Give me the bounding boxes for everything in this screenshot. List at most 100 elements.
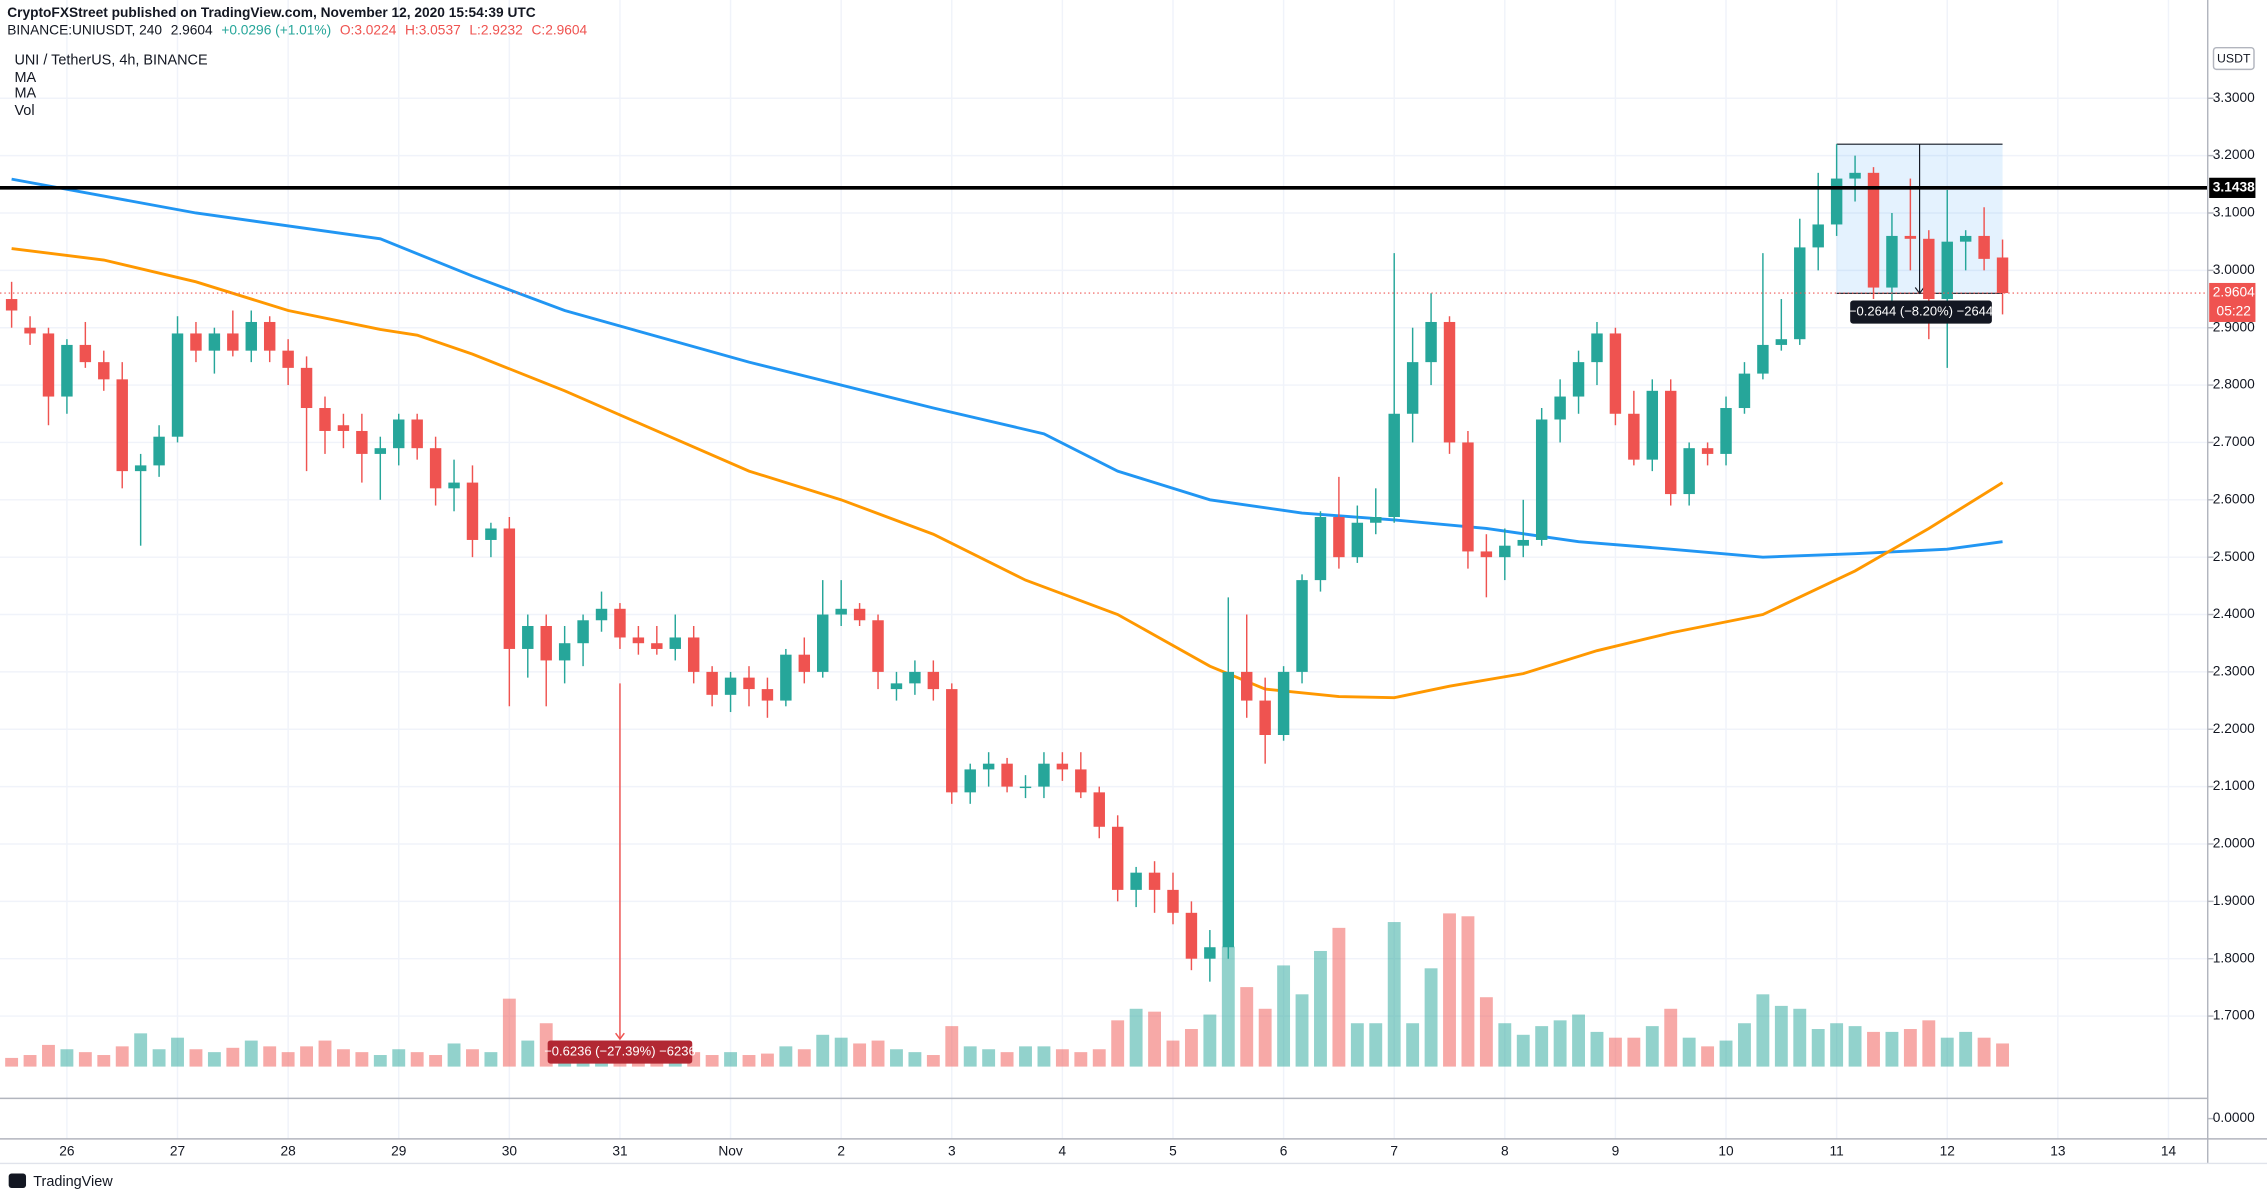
candle-body [1499, 545, 1511, 558]
candle-body [1941, 241, 1953, 300]
legend-entry[interactable]: MA [14, 86, 36, 102]
candle-body [1701, 448, 1714, 454]
y-tick-label: 2.3000 [2213, 664, 2255, 679]
candle-body [466, 482, 479, 540]
candle-body [116, 379, 128, 472]
volume-bar [244, 1040, 258, 1067]
candle-body [448, 482, 460, 489]
y-tick-label: 1.9000 [2213, 893, 2255, 908]
x-tick-label: 9 [1612, 1143, 1620, 1158]
candle-body [190, 333, 202, 351]
candles [5, 144, 2009, 982]
y-tick-label: 3.2000 [2213, 147, 2255, 162]
x-tick-label: Nov [718, 1143, 743, 1158]
measure-label: −0.6236 (−27.39%) −6236 [544, 1043, 695, 1058]
volume-bar [963, 1046, 977, 1067]
candle-body [669, 637, 681, 649]
volume-bar [521, 1040, 535, 1067]
candle-body [761, 689, 774, 701]
volume-bar [1350, 1023, 1364, 1067]
volume-bar [5, 1057, 19, 1067]
y-tick-label: 2.8000 [2213, 377, 2255, 392]
volume-bar [1037, 1046, 1051, 1067]
volume-bar [1314, 950, 1327, 1067]
volume-bar [1848, 1026, 1862, 1067]
candle-body [1572, 362, 1585, 397]
legend-entry[interactable]: Vol [14, 103, 34, 119]
candle-body [1222, 671, 1235, 948]
volume-bar [97, 1055, 111, 1067]
volume-bar [1903, 1029, 1917, 1067]
candle-body [853, 608, 866, 621]
volume-bar [1203, 1014, 1217, 1067]
y-tick-label: 0.0000 [2213, 1110, 2255, 1125]
candle-body [1609, 333, 1622, 414]
currency-box[interactable] [2212, 46, 2255, 71]
candle-body [1480, 551, 1493, 558]
x-tick-label: 4 [1059, 1143, 1067, 1158]
candle-body [1683, 448, 1695, 495]
y-tick-label: 1.7000 [2213, 1008, 2255, 1023]
volume-bar [1774, 1005, 1788, 1067]
candle-body [743, 677, 755, 690]
volume-bar [1701, 1046, 1715, 1067]
volume-bar [1019, 1046, 1032, 1067]
volume-bar [466, 1049, 479, 1067]
y-tick-label: 2.0000 [2213, 836, 2255, 851]
volume-bar [1516, 1034, 1530, 1067]
y-tick-label: 2.5000 [2213, 549, 2255, 564]
candle-body [227, 333, 239, 351]
countdown-label: 05:22 [2217, 303, 2251, 318]
candle-body [706, 671, 718, 695]
candle-body [1996, 257, 2009, 294]
volume-bar [1129, 1008, 1143, 1067]
y-tick-label: 2.7000 [2213, 434, 2255, 449]
x-tick-label: 28 [280, 1143, 296, 1158]
volume-bar [1553, 1020, 1567, 1067]
volume-bar [1922, 1020, 1936, 1067]
volume-bar [1830, 1023, 1844, 1067]
candle-body [724, 677, 737, 695]
volume-bar [1645, 1026, 1659, 1067]
volume-bar [1461, 916, 1475, 1067]
candle-body [1665, 390, 1677, 495]
candle-body [319, 408, 331, 431]
volume-bar [300, 1046, 314, 1067]
candle-body [1591, 333, 1603, 363]
candle-body [798, 654, 811, 672]
volume-bar [1332, 927, 1346, 1067]
grid [0, 0, 2208, 1139]
volume-bar [1055, 1049, 1069, 1067]
volume-bar [78, 1052, 92, 1067]
volume-bar [1092, 1049, 1106, 1067]
volume-bar [1258, 1008, 1272, 1067]
volume-bar [1572, 1014, 1585, 1067]
moving-averages [11, 177, 2004, 700]
candle-body [540, 626, 552, 661]
y-tick-label: 2.9000 [2213, 319, 2255, 334]
candle-body [1148, 872, 1161, 890]
candle-body [1443, 321, 1456, 443]
x-tick-label: 26 [59, 1143, 75, 1158]
volume-bar [1240, 987, 1254, 1067]
volume-bar [797, 1049, 811, 1067]
volume-bar [42, 1044, 55, 1067]
legend-entry[interactable]: MA [14, 70, 36, 86]
candle-body [1019, 786, 1032, 789]
volume-bar [263, 1046, 277, 1067]
footer-brand: TradingView [33, 1174, 113, 1190]
high: H:3.0537 [405, 22, 461, 37]
candle-body [1738, 373, 1751, 409]
volume-bar [60, 1049, 74, 1067]
candle-body [393, 419, 405, 449]
volume-bar [134, 1033, 148, 1067]
volume-bar [1793, 1008, 1807, 1067]
volume-bar [189, 1049, 203, 1067]
candle-body [1075, 769, 1087, 793]
volume-bar [1148, 1011, 1161, 1067]
price-change: +0.0296 (+1.01%) [221, 22, 331, 37]
y-tick-label: 2.1000 [2213, 778, 2255, 793]
candle-body [817, 614, 829, 672]
volume-bar [982, 1049, 996, 1067]
candle-body [61, 344, 73, 397]
